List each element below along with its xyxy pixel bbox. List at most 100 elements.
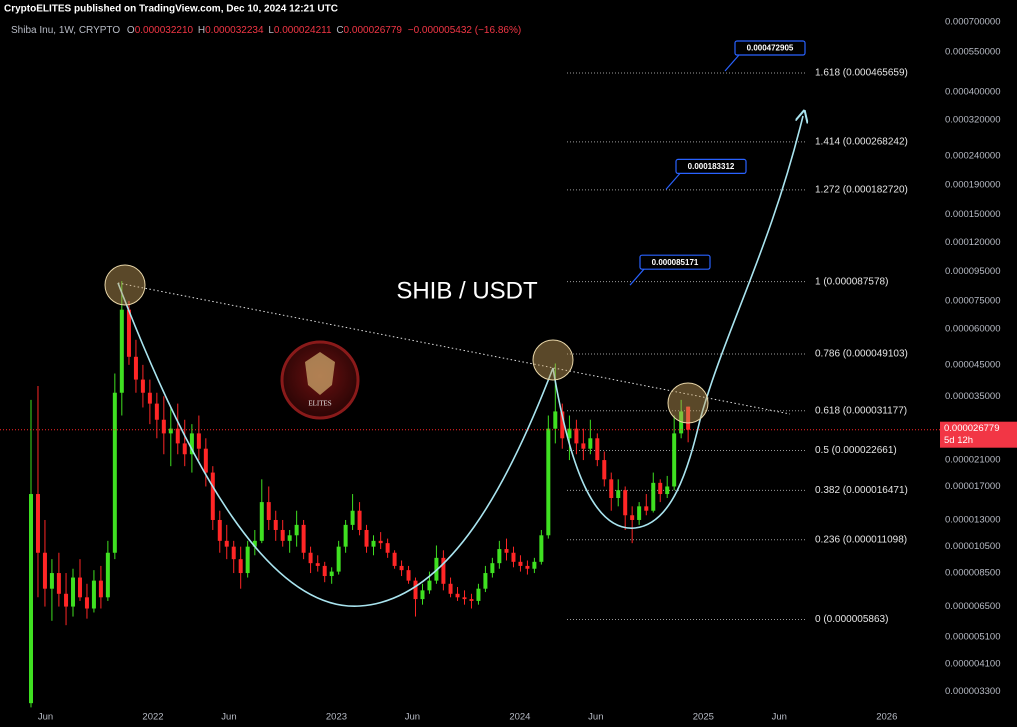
y-tick-label: 0.000060000 xyxy=(945,323,1000,334)
callout-label: 0.000183312 xyxy=(688,162,735,171)
candle-body xyxy=(287,535,292,541)
change: −0.000005432 (−16.86%) xyxy=(408,25,521,36)
candle-body xyxy=(147,392,152,404)
candle-body xyxy=(266,502,271,520)
candle-body xyxy=(112,392,117,553)
candle-body xyxy=(154,403,159,420)
y-tick-label: 0.000190000 xyxy=(945,179,1000,190)
y-tick-label: 0.000075000 xyxy=(945,296,1000,307)
candle-body xyxy=(483,573,488,589)
y-tick-label: 0.000017000 xyxy=(945,481,1000,492)
candle-body xyxy=(329,571,334,577)
fib-label: 1 (0.000087578) xyxy=(815,276,888,287)
x-tick-label: 2022 xyxy=(142,712,163,723)
fib-label: 0.618 (0.000031177) xyxy=(815,405,907,416)
handle-curve xyxy=(552,116,803,529)
candle-body xyxy=(35,494,40,553)
price-tag-countdown: 5d 12h xyxy=(944,435,973,446)
logo: ELITES xyxy=(280,340,360,420)
candle-body xyxy=(252,540,257,547)
candle-body xyxy=(301,524,306,553)
candle-body xyxy=(448,583,453,594)
candle-body xyxy=(406,570,411,581)
candle-body xyxy=(686,406,691,430)
candle-body xyxy=(98,580,103,598)
x-tick-label: Jun xyxy=(38,712,53,723)
fib-label: 0.236 (0.000011098) xyxy=(815,534,907,545)
ohlc-value: 0.000024211 xyxy=(274,25,332,36)
candle-body xyxy=(42,552,47,589)
candle-body xyxy=(217,519,222,541)
candle-body xyxy=(658,482,663,495)
candle-body xyxy=(175,428,180,444)
highlight-circle xyxy=(104,264,146,306)
candle-body xyxy=(490,563,495,574)
y-tick-label: 0.000700000 xyxy=(945,17,1000,28)
logo-lion xyxy=(305,352,335,395)
callout-pointer xyxy=(665,173,681,190)
y-tick-label: 0.000010500 xyxy=(945,541,1000,552)
candle-body xyxy=(280,529,285,541)
candle-body xyxy=(273,519,278,530)
ohlc-prefix: C xyxy=(336,25,343,36)
candle-body xyxy=(203,448,208,473)
fib-label: 1.272 (0.000182720) xyxy=(815,184,908,195)
x-tick-label: 2025 xyxy=(693,712,714,723)
candle-body xyxy=(322,565,327,577)
candle-body xyxy=(357,510,362,530)
candle-body xyxy=(567,428,572,439)
candle-body xyxy=(84,597,89,609)
y-tick-label: 0.000035000 xyxy=(945,391,1000,402)
candle-body xyxy=(105,552,110,598)
candle-body xyxy=(623,490,628,516)
candle-body xyxy=(336,546,341,572)
candle-body xyxy=(511,552,516,562)
callout-box xyxy=(639,254,711,270)
candle-body xyxy=(399,565,404,571)
candle-body xyxy=(238,559,243,574)
y-tick-label: 0.000120000 xyxy=(945,237,1000,248)
candle-body xyxy=(343,524,348,547)
candle-body xyxy=(224,540,229,547)
candle-body xyxy=(196,433,201,449)
candle-body xyxy=(553,411,558,429)
chart-title: SHIB / USDT xyxy=(396,277,538,304)
symbol-line: Shiba Inu, 1W, CRYPTO O0.000032210 H0.00… xyxy=(11,25,521,36)
candle-body xyxy=(539,535,544,562)
candle-body xyxy=(518,561,523,566)
y-tick-label: 0.000021000 xyxy=(945,455,1000,466)
candle-body xyxy=(427,580,432,591)
x-tick-label: 2026 xyxy=(876,712,897,723)
candle-body xyxy=(644,506,649,511)
y-tick-label: 0.000003300 xyxy=(945,686,1000,697)
candle-body xyxy=(371,540,376,547)
cup-curve xyxy=(117,282,554,607)
candle-body xyxy=(462,597,467,600)
highlight-circle xyxy=(532,339,574,381)
candle-body xyxy=(119,309,124,393)
ohlc-prefix: L xyxy=(268,25,274,36)
candle-body xyxy=(161,419,166,434)
y-tick-label: 0.000004100 xyxy=(945,659,1000,670)
candle-body xyxy=(168,428,173,434)
candle-body xyxy=(616,490,621,499)
candle-body xyxy=(392,552,397,566)
candle-body xyxy=(182,443,187,455)
candle-body xyxy=(455,593,460,598)
candle-body xyxy=(560,411,565,439)
candle-body xyxy=(378,540,383,544)
candle-body xyxy=(504,549,509,553)
highlight-circle xyxy=(667,382,709,424)
candle-body xyxy=(476,588,481,601)
candle-body xyxy=(210,472,215,520)
x-tick-label: Jun xyxy=(221,712,236,723)
candle-body xyxy=(441,557,446,584)
ohlc-value: 0.000032234 xyxy=(205,25,264,36)
candle-body xyxy=(413,580,418,600)
candle-body xyxy=(71,577,76,607)
candle-body xyxy=(630,515,635,520)
candle-body xyxy=(315,563,320,566)
x-tick-label: Jun xyxy=(588,712,603,723)
callout-pointer xyxy=(629,268,645,286)
